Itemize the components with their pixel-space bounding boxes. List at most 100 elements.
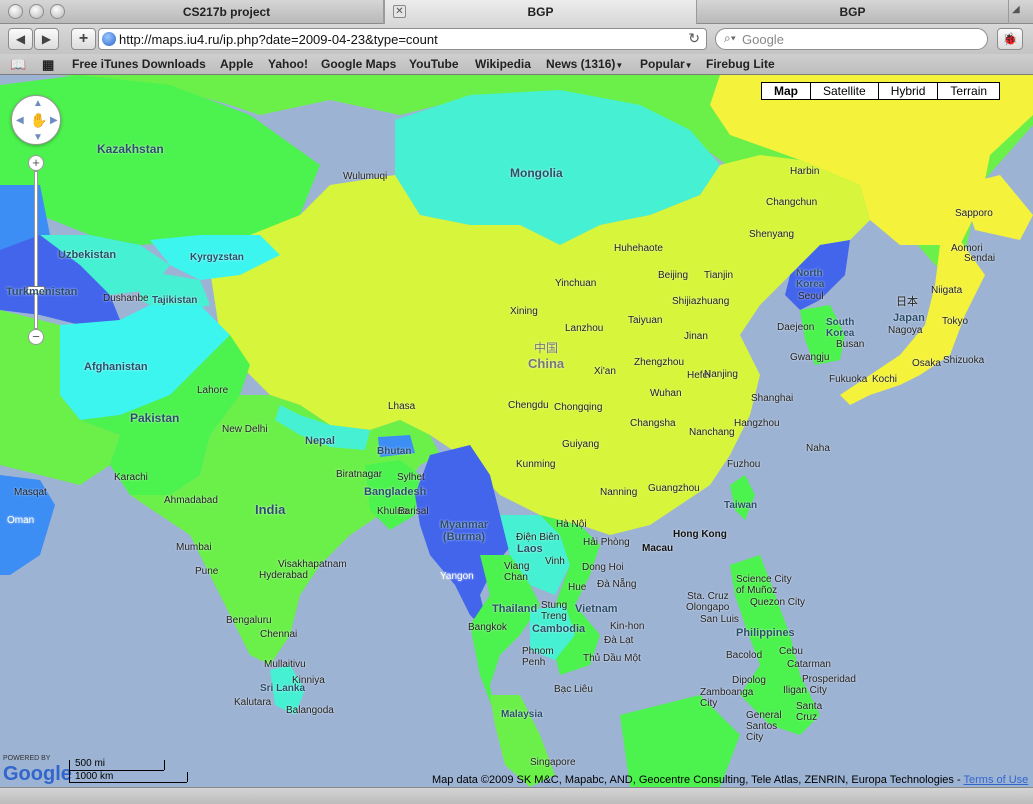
city-label: Tianjin bbox=[704, 270, 734, 281]
back-button[interactable]: ◀ bbox=[8, 28, 33, 50]
map-type-map[interactable]: Map bbox=[774, 84, 798, 98]
city-label: Dong Hoi bbox=[582, 562, 624, 573]
country-label: Bangladesh bbox=[364, 486, 427, 498]
city-label: Nagoya bbox=[888, 325, 923, 336]
city-label: Pune bbox=[195, 566, 219, 577]
country-label: Oman bbox=[7, 515, 35, 526]
city-label: Seoul bbox=[798, 291, 824, 302]
city-label: Khulna bbox=[377, 506, 409, 517]
close-icon[interactable]: ✕ bbox=[393, 5, 406, 18]
add-bookmark-button[interactable]: + bbox=[71, 28, 96, 50]
city-label: Phnom Penh bbox=[522, 646, 554, 668]
bookmark-apple[interactable]: Apple bbox=[220, 57, 254, 71]
bookmarks-bar: 📖 ▦ Free iTunes Downloads Apple Yahoo! G… bbox=[0, 54, 1033, 75]
country-label: Tajikistan bbox=[152, 295, 198, 306]
region-cambodia bbox=[530, 605, 575, 660]
grid-icon[interactable]: ▦ bbox=[42, 57, 55, 72]
city-label: Cebu bbox=[779, 646, 803, 657]
country-label: Nepal bbox=[305, 435, 335, 447]
city-label: Hải Phòng bbox=[583, 537, 630, 548]
bookmark-google-maps[interactable]: Google Maps bbox=[321, 57, 397, 71]
tab-overflow-icon[interactable]: ◢ bbox=[1012, 4, 1020, 15]
bookmark-news[interactable]: News (1316)▼ bbox=[546, 57, 623, 71]
reload-icon[interactable]: ↻ bbox=[688, 30, 700, 46]
pan-down-icon[interactable]: ▼ bbox=[33, 132, 43, 143]
back-arrow-icon: ◀ bbox=[15, 32, 26, 46]
pan-up-icon[interactable]: ▲ bbox=[33, 98, 43, 109]
region-philippines bbox=[730, 555, 820, 735]
tab-bgp-active[interactable]: ✕ BGP bbox=[384, 0, 697, 24]
city-label: Điện Biên bbox=[516, 532, 560, 543]
google-logo[interactable]: Google bbox=[3, 763, 72, 786]
url-text: http://maps.iu4.ru/ip.php?date=2009-04-2… bbox=[119, 31, 438, 47]
city-label: Shanghai bbox=[751, 393, 794, 404]
country-label: 中国 bbox=[534, 341, 559, 355]
country-label: Thailand bbox=[492, 603, 538, 615]
terms-of-use-link[interactable]: Terms of Use bbox=[963, 774, 1029, 786]
city-label: Osaka bbox=[912, 358, 941, 369]
city-label: Hue bbox=[568, 582, 587, 593]
city-label: Wulumuqi bbox=[343, 171, 388, 182]
country-label: Vietnam bbox=[575, 603, 618, 615]
minimize-window-button[interactable] bbox=[29, 4, 44, 19]
bookmark-yahoo[interactable]: Yahoo! bbox=[268, 57, 309, 71]
city-label: Biratnagar bbox=[336, 469, 383, 480]
region-tajikistan bbox=[140, 270, 210, 315]
region-pakistan bbox=[80, 335, 250, 495]
city-label: Daejeon bbox=[777, 322, 815, 333]
search-icon: ⌕▾ bbox=[724, 31, 736, 45]
map-type-terrain[interactable]: Terrain bbox=[937, 83, 999, 99]
scale-bar: 500 mi 1000 km bbox=[69, 758, 188, 784]
city-label: Sta. Cruz bbox=[687, 591, 729, 602]
country-label: Philippines bbox=[736, 627, 795, 639]
map-canvas[interactable]: Map Satellite Hybrid Terrain ▲ ▼ ◀ ▶ ✋ +… bbox=[0, 75, 1033, 787]
tab-cs217b[interactable]: CS217b project bbox=[70, 0, 384, 24]
country-label: 日本 bbox=[896, 296, 918, 308]
close-window-button[interactable] bbox=[8, 4, 23, 19]
country-label: India bbox=[255, 502, 286, 517]
country-label: Taiwan bbox=[724, 500, 758, 511]
bookmark-popular[interactable]: Popular▼ bbox=[640, 57, 693, 71]
city-label: Naha bbox=[806, 443, 830, 454]
pan-right-icon[interactable]: ▶ bbox=[50, 115, 58, 126]
country-label: South Korea bbox=[826, 317, 855, 339]
city-label: Zhengzhou bbox=[634, 357, 685, 368]
map-type-satellite[interactable]: Satellite bbox=[810, 83, 878, 99]
region-taiwan bbox=[730, 475, 755, 520]
zoom-slider-track[interactable] bbox=[34, 171, 38, 329]
address-bar[interactable]: http://maps.iu4.ru/ip.php?date=2009-04-2… bbox=[98, 28, 707, 50]
zoom-window-button[interactable] bbox=[50, 4, 65, 19]
zoom-slider-handle[interactable] bbox=[27, 286, 45, 294]
city-label: Aomori bbox=[951, 243, 983, 254]
zoom-in-button[interactable]: + bbox=[28, 155, 44, 171]
country-label: Hong Kong bbox=[673, 529, 727, 540]
map-type-hybrid[interactable]: Hybrid bbox=[877, 83, 938, 99]
open-book-icon[interactable]: 📖 bbox=[10, 57, 27, 72]
zoom-out-button[interactable]: − bbox=[28, 329, 44, 345]
firebug-button[interactable]: 🐞 bbox=[997, 28, 1023, 50]
city-label: Changchun bbox=[766, 197, 818, 208]
country-label: Japan bbox=[893, 312, 925, 324]
pan-left-icon[interactable]: ◀ bbox=[16, 115, 24, 126]
country-label: Afghanistan bbox=[84, 361, 148, 373]
search-input[interactable]: ⌕▾ Google bbox=[715, 28, 988, 50]
bookmark-free-itunes[interactable]: Free iTunes Downloads bbox=[72, 57, 206, 71]
region-mongolia bbox=[395, 90, 720, 245]
bookmark-firebug-lite[interactable]: Firebug Lite bbox=[706, 57, 775, 71]
bookmark-youtube[interactable]: YouTube bbox=[409, 57, 459, 71]
tab-bar: CS217b project ✕ BGP BGP ◢ bbox=[0, 0, 1033, 24]
city-label: Bangkok bbox=[468, 622, 507, 633]
tab-bgp[interactable]: BGP bbox=[697, 0, 1009, 24]
country-label: Cambodia bbox=[532, 623, 586, 635]
city-label: Iligan City bbox=[783, 685, 827, 696]
status-bar bbox=[0, 787, 1033, 804]
pan-control[interactable]: ▲ ▼ ◀ ▶ ✋ bbox=[11, 95, 61, 145]
city-label: Huhehaote bbox=[614, 243, 663, 254]
city-label: Viang Chan bbox=[504, 561, 530, 583]
region-vietnam bbox=[540, 515, 600, 675]
bookmark-wikipedia[interactable]: Wikipedia bbox=[475, 57, 531, 71]
region-borneo bbox=[620, 695, 740, 787]
city-label: Singapore bbox=[530, 757, 576, 768]
city-label: Xining bbox=[510, 306, 538, 317]
forward-button[interactable]: ▶ bbox=[34, 28, 59, 50]
